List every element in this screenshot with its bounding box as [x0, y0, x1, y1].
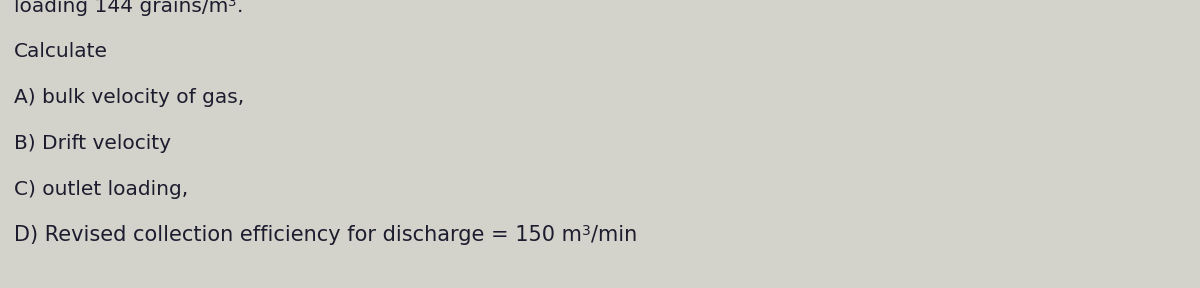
Text: /min: /min [590, 225, 637, 245]
Text: C) outlet loading,: C) outlet loading, [14, 180, 188, 199]
Text: 3: 3 [582, 224, 590, 238]
Text: D) Revised collection efficiency for discharge = 150 m: D) Revised collection efficiency for dis… [14, 225, 582, 245]
Text: A) bulk velocity of gas,: A) bulk velocity of gas, [14, 88, 244, 107]
Text: .: . [236, 0, 244, 16]
Text: B) Drift velocity: B) Drift velocity [14, 134, 170, 153]
Text: 3: 3 [228, 0, 236, 9]
Text: Calculate: Calculate [14, 42, 108, 61]
Text: loading 144 grains/m: loading 144 grains/m [14, 0, 228, 16]
